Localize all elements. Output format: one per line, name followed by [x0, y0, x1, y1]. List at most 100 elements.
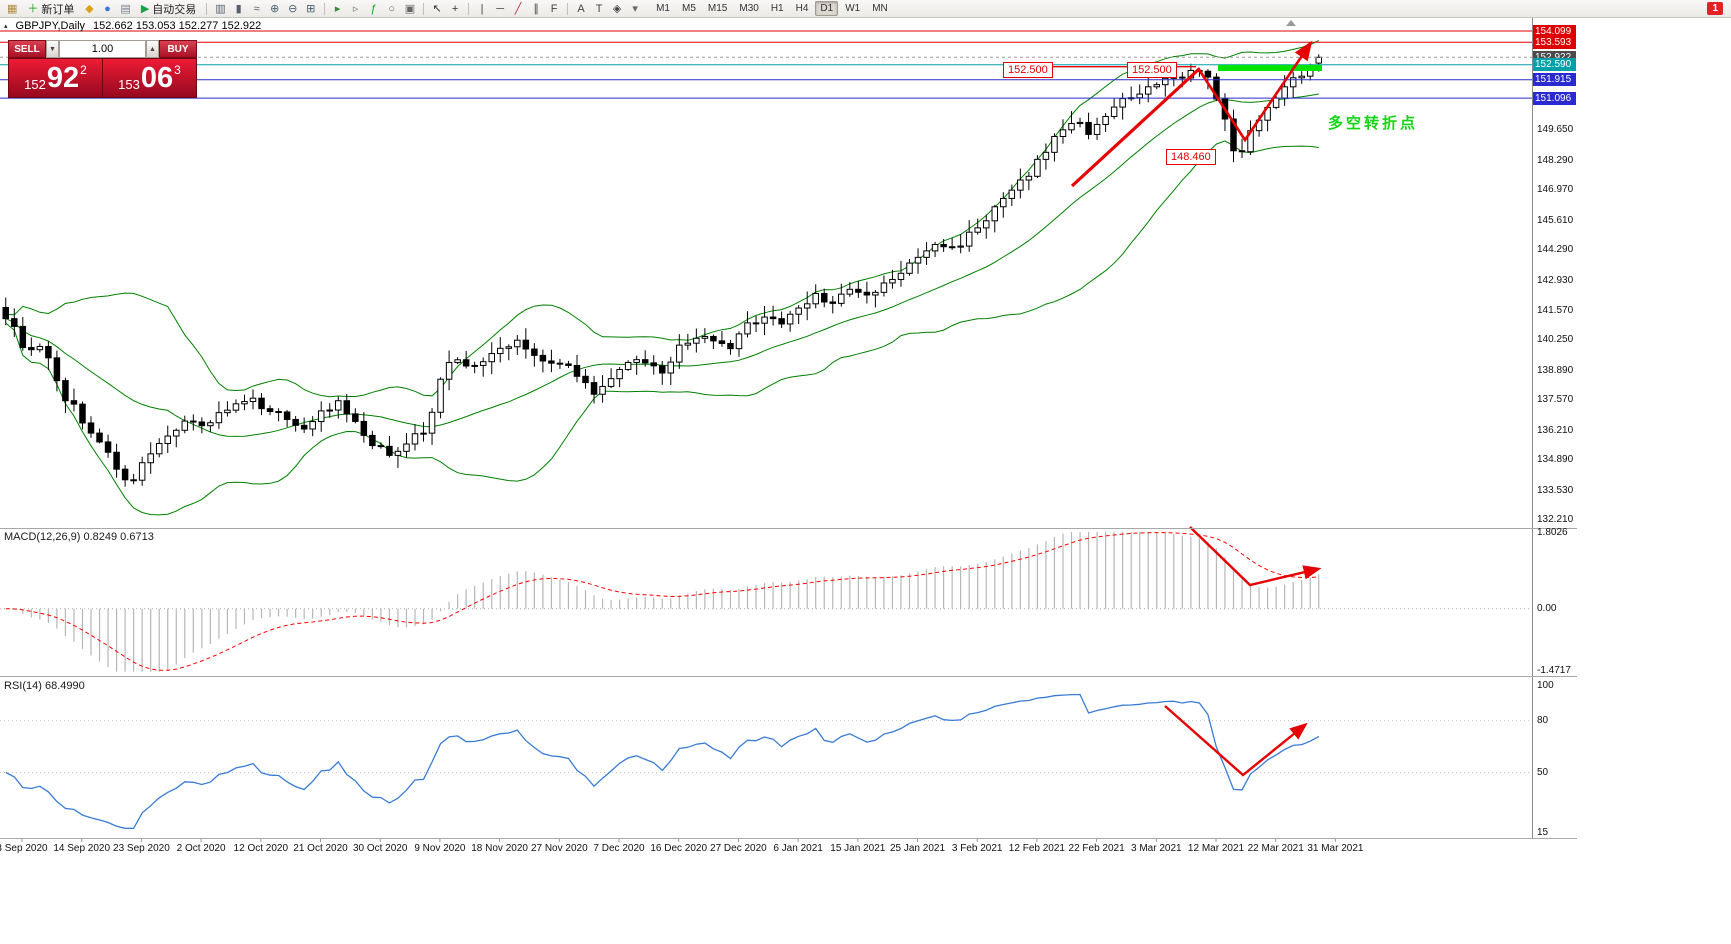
- text-label-button[interactable]: T: [590, 1, 608, 17]
- chart-shift-button[interactable]: ▹: [347, 1, 365, 17]
- trendline-button[interactable]: ╱: [509, 1, 527, 17]
- chart-expand-icon: ▴: [4, 23, 8, 30]
- tile-windows-button[interactable]: ⊞: [302, 1, 320, 17]
- fibonacci-icon: F: [550, 2, 558, 15]
- timeframe-h4[interactable]: H4: [795, 3, 809, 14]
- auto-trading-icon: ▶: [140, 2, 150, 15]
- indicators-button[interactable]: ƒ: [365, 1, 383, 17]
- price-tick-label: 133.530: [1537, 484, 1574, 496]
- vertical-line-icon: |: [480, 2, 484, 15]
- text-label-icon: T: [595, 2, 603, 15]
- crosshair-button[interactable]: +: [446, 1, 464, 17]
- date-label: 3 Mar 2021: [1131, 843, 1182, 854]
- time-scale-border: [0, 838, 1577, 839]
- timeframe-w1[interactable]: W1: [845, 3, 861, 14]
- volume-input[interactable]: [59, 40, 146, 58]
- line-chart-icon: ≈: [253, 2, 260, 15]
- price-tick-label: 146.970: [1537, 184, 1574, 196]
- auto-trading-button[interactable]: ▶ 自动交易: [135, 1, 202, 17]
- date-label: 12 Feb 2021: [1008, 843, 1065, 854]
- price-tick-label: 142.930: [1537, 274, 1574, 286]
- date-label: 12 Mar 2021: [1187, 843, 1245, 854]
- timeframe-m30[interactable]: M30: [739, 3, 759, 14]
- price-tick-label: 140.250: [1537, 334, 1574, 346]
- equidistant-channel-icon: ∥: [533, 2, 539, 15]
- zoom-out-button[interactable]: ⊖: [284, 1, 302, 17]
- buy-price-pips: 06: [140, 62, 174, 94]
- candlestick-chart-button[interactable]: ▮: [230, 1, 248, 17]
- price-annotation-flag[interactable]: 148.460: [1166, 149, 1216, 165]
- timeframe-m15[interactable]: M15: [707, 3, 728, 14]
- objects-more-button[interactable]: ▾: [626, 1, 644, 17]
- zoom-in-button[interactable]: ⊕: [266, 1, 284, 17]
- panel-separator-macd[interactable]: [0, 528, 1577, 529]
- volume-increase-button[interactable]: ▲: [146, 40, 159, 58]
- sell-button[interactable]: SELL: [8, 40, 46, 58]
- buy-button[interactable]: BUY: [159, 40, 197, 58]
- indicators-icon: ƒ: [370, 2, 377, 15]
- arrows-objects-icon: ◈: [612, 2, 622, 15]
- price-scale[interactable]: 149.650 148.290 146.970 145.610 144.290 142.9…: [1532, 18, 1577, 858]
- text-button[interactable]: A: [572, 1, 590, 17]
- price-tick-label: 134.890: [1537, 454, 1574, 466]
- timeframe-mn[interactable]: MN: [872, 3, 888, 14]
- timeframe-d1[interactable]: D1: [815, 1, 839, 16]
- price-quote-panel: 152 92 2 153 06 3: [8, 58, 197, 98]
- sell-price-major: 152: [24, 77, 46, 92]
- chart-canvas[interactable]: [0, 18, 1577, 858]
- date-label: 18 Nov 2020: [471, 843, 528, 854]
- macd-scale-label: 1.8026: [1537, 527, 1568, 538]
- new-chart-button[interactable]: ▦: [3, 1, 21, 17]
- cursor-icon: ↖: [432, 2, 442, 15]
- volume-decrease-button[interactable]: ▼: [46, 40, 59, 58]
- sell-price-button[interactable]: 152 92 2: [9, 59, 102, 97]
- metaeditor-button[interactable]: ◆: [80, 1, 98, 17]
- periods-button[interactable]: ○: [383, 1, 401, 17]
- annotation-text[interactable]: 多空转折点: [1328, 115, 1419, 132]
- market-watch-button[interactable]: ●: [98, 1, 116, 17]
- tile-windows-icon: ⊞: [306, 2, 316, 15]
- chart-title: ▴ GBPJPY,Daily 152.662 153.053 152.277 1…: [4, 20, 261, 32]
- time-scale[interactable]: 3 Sep 2020 14 Sep 2020 23 Sep 2020 2 Oct 20…: [0, 840, 1532, 858]
- sell-price-pips: 92: [46, 62, 80, 94]
- timeframe-m5[interactable]: M5: [682, 3, 696, 14]
- panel-separator-rsi[interactable]: [0, 676, 1577, 677]
- trend-arrow[interactable]: [1189, 526, 1322, 587]
- price-annotation-flag[interactable]: 152.500: [1127, 62, 1177, 78]
- trend-arrow[interactable]: [1070, 68, 1200, 188]
- zoom-out-icon: ⊖: [288, 2, 298, 15]
- buy-price-point: 3: [174, 63, 181, 77]
- notification-badge[interactable]: 1: [1707, 2, 1723, 15]
- rsi-line: [5, 693, 1320, 830]
- line-chart-button[interactable]: ≈: [248, 1, 266, 17]
- macd-histogram: [13, 531, 1320, 672]
- bar-chart-button[interactable]: ▥: [211, 1, 229, 17]
- arrows-objects-button[interactable]: ◈: [608, 1, 626, 17]
- auto-scroll-button[interactable]: ▸: [329, 1, 347, 17]
- equidistant-channel-button[interactable]: ∥: [527, 1, 545, 17]
- horizontal-line-button[interactable]: ─: [491, 1, 509, 17]
- price-annotation-flag[interactable]: 152.500: [1003, 62, 1053, 78]
- cursor-button[interactable]: ↖: [428, 1, 446, 17]
- one-click-trading-panel: SELL ▼ ▲ BUY 152 92 2 153 06 3: [8, 40, 197, 98]
- fibonacci-button[interactable]: F: [545, 1, 563, 17]
- chart-shift-marker: [1286, 20, 1296, 26]
- new-order-button[interactable]: ＋新订单: [21, 1, 80, 17]
- support-zone-bar[interactable]: [1218, 65, 1322, 71]
- date-label: 6 Jan 2021: [773, 843, 823, 854]
- rsi-indicator-label: RSI(14) 68.4990: [4, 680, 85, 692]
- templates-button[interactable]: ▣: [401, 1, 419, 17]
- price-tick-label: 144.290: [1537, 244, 1574, 256]
- new-order-button-label: 新订单: [41, 3, 75, 16]
- buy-price-major: 153: [118, 77, 140, 92]
- date-label: 2 Oct 2020: [176, 843, 226, 854]
- timeframe-h1[interactable]: H1: [770, 3, 784, 14]
- trend-arrow[interactable]: [1164, 705, 1308, 777]
- chart-ohlc-values: 152.662 153.053 152.277 152.922: [93, 20, 262, 32]
- timeframe-m1[interactable]: M1: [656, 3, 670, 14]
- chart-area[interactable]: ▴ GBPJPY,Daily 152.662 153.053 152.277 1…: [0, 18, 1577, 860]
- vertical-line-button[interactable]: |: [473, 1, 491, 17]
- buy-price-button[interactable]: 153 06 3: [103, 59, 196, 97]
- terminal-button[interactable]: ▤: [116, 1, 134, 17]
- trend-arrow[interactable]: [1196, 40, 1313, 143]
